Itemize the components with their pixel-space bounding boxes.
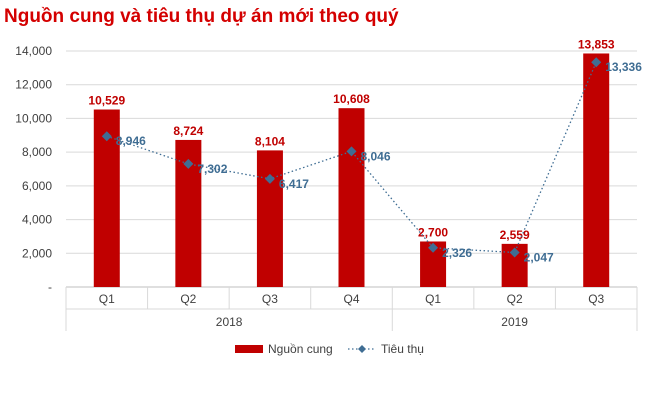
bar-data-label: 2,700 [418,225,448,239]
bar-data-label: 2,559 [500,228,530,242]
x-tick-label: Q1 [425,292,441,306]
y-tick-label: 10,000 [15,111,52,125]
x-group-label: 2019 [501,315,528,329]
y-tick-label: 4,000 [22,213,52,227]
bar-data-label: 10,529 [88,94,125,108]
line-data-label: 2,326 [442,246,472,260]
x-tick-label: Q3 [262,292,278,306]
x-tick-label: Q3 [588,292,604,306]
x-tick-label: Q2 [180,292,196,306]
line-marker [264,173,275,184]
line-marker [428,242,439,253]
line-data-label: 7,302 [197,162,227,176]
x-tick-label: Q2 [507,292,523,306]
legend-label: Nguồn cung [268,342,333,356]
legend-swatch-marker [358,345,366,353]
line-marker [183,158,194,169]
y-tick-label: 6,000 [22,179,52,193]
line-marker [101,131,112,142]
line-data-label: 6,417 [279,177,309,191]
x-tick-label: Q4 [343,292,359,306]
line-data-label: 13,336 [605,60,642,74]
bar [338,108,365,287]
bar [583,53,610,288]
bar [256,150,283,287]
bar-data-label: 8,104 [255,134,285,148]
legend-swatch-bar [235,345,263,353]
line-marker [346,146,357,157]
y-tick-label: 14,000 [15,44,52,58]
line-data-label: 8,946 [116,134,146,148]
line-data-label: 2,047 [524,250,554,264]
chart-title: Nguồn cung và tiêu thụ dự án mới theo qu… [4,6,399,27]
bar-data-label: 13,853 [578,37,615,51]
line-data-label: 8,046 [361,149,391,163]
x-group-label: 2018 [216,315,243,329]
y-tick-label: 12,000 [15,78,52,92]
y-tick-label: 8,000 [22,145,52,159]
x-tick-label: Q1 [99,292,115,306]
line-marker [509,247,520,258]
legend-label: Tiêu thụ [381,342,424,356]
y-tick-label: 2,000 [22,246,52,260]
line-marker [591,57,602,68]
bar-data-label: 10,608 [333,92,370,106]
bar-data-label: 8,724 [173,124,203,138]
y-tick-label: - [48,280,52,294]
